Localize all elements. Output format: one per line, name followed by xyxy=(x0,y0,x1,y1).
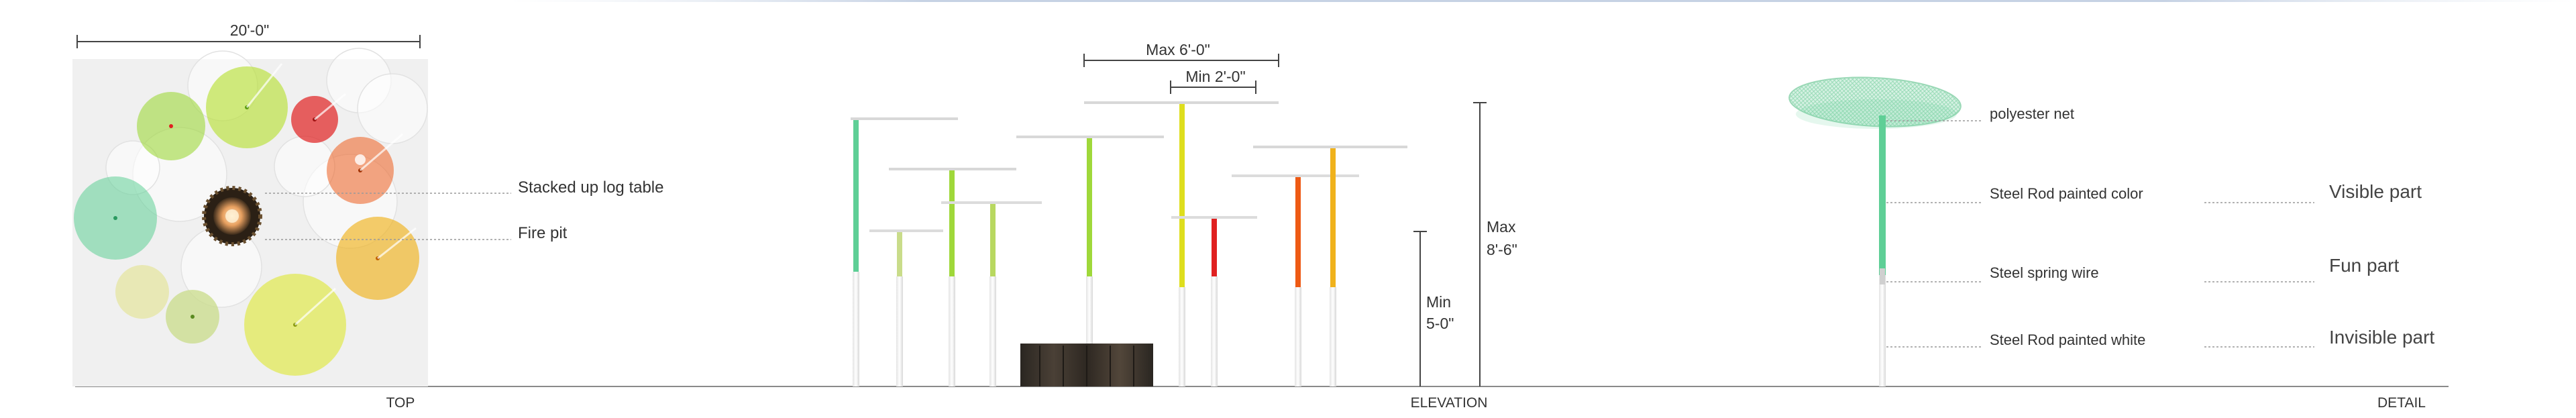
canopy-disc xyxy=(1016,136,1164,138)
net-shadow xyxy=(1796,99,1957,129)
pole-dot xyxy=(191,315,195,319)
rod-shadow xyxy=(246,63,283,108)
invisible-part-label: Invisible part xyxy=(2329,327,2434,348)
white-rod xyxy=(1295,287,1301,386)
color-rod xyxy=(949,170,955,276)
canopy-disc xyxy=(889,168,1016,170)
log-table-label: Stacked up log table xyxy=(518,178,664,197)
umbrella-2 xyxy=(869,229,943,386)
log-table-grain xyxy=(1039,346,1134,386)
fun-part-label: Fun part xyxy=(2329,255,2399,276)
pole-dot xyxy=(169,124,173,128)
color-rod xyxy=(1179,104,1185,287)
spring-label: Steel spring wire xyxy=(1990,264,2099,281)
white-rod xyxy=(1330,287,1336,386)
canopy-pale-yellow xyxy=(115,265,169,319)
max-height-label-2: 8'-6" xyxy=(1487,241,1517,258)
net-canopy xyxy=(1788,76,1962,127)
color-rod xyxy=(990,204,996,276)
rod-color-label: Steel Rod painted color xyxy=(1990,185,2143,202)
canopy-disc xyxy=(1253,146,1407,148)
detail-leaders xyxy=(1886,120,2314,348)
rod-shadow xyxy=(360,133,403,172)
min-span-label: Min 2'-0" xyxy=(1185,68,1245,85)
visible-part-label: Visible part xyxy=(2329,181,2422,202)
color-rod xyxy=(897,232,902,276)
net-label: polyester net xyxy=(1990,105,2074,122)
detail-caption: DETAIL xyxy=(2377,395,2426,411)
canopy-disc xyxy=(941,201,1042,204)
canopy-highlight xyxy=(355,154,366,165)
white-rod xyxy=(949,276,955,386)
top-edge-band xyxy=(510,0,2576,2)
umbrella-4 xyxy=(941,201,1042,386)
elevation-view: Max 6'-0" Min 2'-0" xyxy=(851,41,1517,411)
ghost-canopy xyxy=(274,136,335,197)
pole-dot xyxy=(113,216,117,220)
white-rod xyxy=(853,272,859,386)
umbrella-7 xyxy=(1171,216,1257,386)
color-rod xyxy=(1212,219,1217,276)
detail-spring-wire xyxy=(1880,268,1885,284)
white-rod xyxy=(1211,276,1218,386)
white-rod xyxy=(989,276,996,386)
elevation-caption: ELEVATION xyxy=(1411,395,1488,411)
fire-core xyxy=(225,209,239,223)
white-rod xyxy=(896,276,903,386)
canopy-disc xyxy=(1171,216,1257,219)
color-rod xyxy=(1087,138,1092,276)
umbrella-6 xyxy=(1084,101,1279,386)
rod-white-label: Steel Rod painted white xyxy=(1990,331,2145,348)
umbrella-1 xyxy=(851,117,958,386)
umbrella-3 xyxy=(889,168,1016,386)
canopy-disc xyxy=(869,229,943,232)
rod-shadow xyxy=(294,287,337,326)
canopy-disc xyxy=(1232,174,1359,177)
ghost-canopy xyxy=(357,73,428,144)
detail-white-rod xyxy=(1879,275,1886,386)
umbrella-9 xyxy=(1253,146,1407,386)
detail-view: polyester net Steel Rod painted color St… xyxy=(1788,76,2434,411)
umbrella-5 xyxy=(1016,136,1164,386)
white-rod xyxy=(1086,276,1093,386)
color-rod xyxy=(1330,148,1336,287)
color-rod xyxy=(853,120,859,272)
width-dimension-label: 20'-0" xyxy=(230,21,270,39)
log-ring xyxy=(202,186,262,246)
canopy-disc xyxy=(1084,101,1279,104)
canopy-disc xyxy=(851,117,958,120)
rod-shadows xyxy=(246,63,417,326)
top-view: 20'-0" xyxy=(72,21,664,411)
rod-shadow xyxy=(377,227,417,260)
min-height-label-1: Min xyxy=(1426,293,1451,311)
top-caption: TOP xyxy=(386,395,415,411)
max-span-label: Max 6'-0" xyxy=(1146,41,1210,58)
white-rod xyxy=(1179,287,1185,386)
fire-pit-label: Fire pit xyxy=(518,224,568,242)
fire-pit-icon xyxy=(202,186,262,246)
color-rod xyxy=(1295,177,1301,287)
detail-color-rod xyxy=(1879,115,1886,275)
umbrella-8 xyxy=(1232,174,1359,386)
rod-shadow xyxy=(314,93,346,121)
min-height-label-2: 5-0" xyxy=(1426,315,1454,332)
max-height-label-1: Max xyxy=(1487,218,1516,236)
